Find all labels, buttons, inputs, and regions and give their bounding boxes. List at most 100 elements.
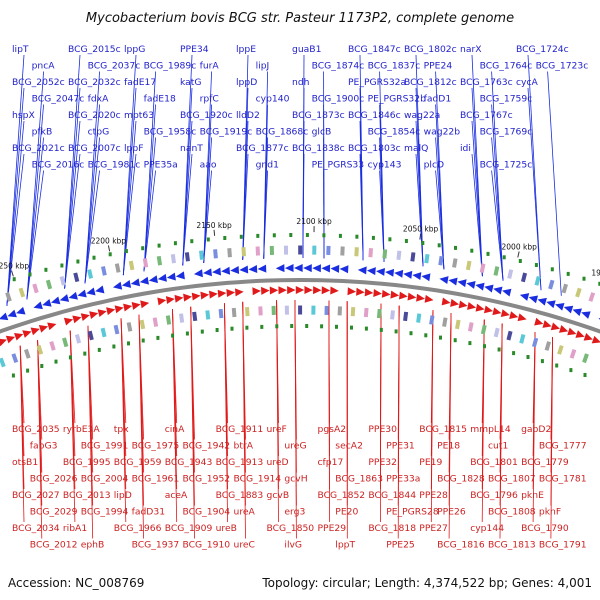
feature-band	[452, 258, 458, 268]
forward-gene-label: BCG_2047c	[32, 94, 85, 105]
label-leader-line	[430, 310, 434, 523]
forward-strand-genes	[0, 264, 600, 321]
label-leader-line	[6, 54, 25, 306]
forward-gene-arrow	[0, 312, 9, 321]
reverse-gene-label: ribA1	[63, 523, 87, 534]
label-leader-line	[143, 104, 156, 272]
reverse-gene-label: cut1	[488, 441, 508, 452]
feature-band	[184, 252, 190, 262]
forward-gene-label: aao	[200, 160, 217, 171]
forward-gene-arrow	[394, 269, 404, 278]
reverse-gene-label: cyp144	[470, 523, 504, 534]
forward-gene-label: PPE34	[180, 44, 209, 55]
reverse-gene-label: gcvH	[284, 474, 307, 485]
label-leader-line	[481, 319, 485, 523]
forward-gene-label: pfkB	[32, 127, 53, 138]
feature-band	[11, 353, 19, 364]
reverse-gene-label: aceA	[165, 490, 188, 501]
forward-gene-label: BCG_2052c	[12, 77, 65, 88]
forward-gene-label: PE_PGRS32a	[348, 77, 406, 88]
label-leader-line	[6, 87, 25, 306]
feature-band	[416, 313, 422, 323]
forward-gene-label: BCG_1989c	[144, 61, 197, 72]
forward-gene-label: BCG_1763c	[460, 77, 513, 88]
forward-gene-label: BCG_1764c	[480, 61, 533, 72]
minor-tick	[486, 251, 490, 256]
feature-band	[312, 245, 317, 255]
feature-band	[231, 307, 237, 318]
reverse-gene-label: PPE33a	[386, 474, 420, 485]
feature-band	[424, 253, 430, 264]
minor-tick	[215, 328, 219, 332]
minor-tick	[421, 241, 425, 245]
label-leader-line	[64, 87, 81, 289]
reverse-gene-label: ureF	[267, 424, 287, 435]
feature-band	[114, 263, 121, 273]
reverse-gene-arrow	[483, 305, 494, 314]
feature-band	[23, 348, 31, 359]
reverse-gene-label: BCG_1818	[368, 523, 416, 534]
minor-tick	[190, 239, 194, 244]
reverse-gene-arrow	[534, 317, 544, 326]
label-leader-line	[64, 54, 81, 289]
forward-gene-label: PPE24	[424, 61, 453, 72]
forward-gene-label: lppE	[236, 44, 256, 55]
reverse-gene-arrow	[517, 313, 527, 322]
forward-gene-label: lppF	[124, 143, 144, 154]
forward-gene-arrow	[412, 272, 422, 281]
forward-gene-label: rpfC	[200, 94, 219, 105]
reverse-gene-arrow	[261, 286, 270, 295]
forward-gene-label: BCG_2032c	[68, 77, 121, 88]
label-leader-line	[242, 153, 249, 260]
minor-tick	[338, 233, 342, 238]
forward-gene-arrow	[33, 301, 43, 310]
scale-tick-label: 2250 kbp	[0, 262, 29, 271]
feature-band	[73, 272, 80, 283]
label-leader-line	[415, 153, 424, 267]
minor-tick	[290, 324, 294, 328]
reverse-gene-label: BCG_1995	[63, 457, 111, 468]
forward-gene-arrow	[466, 280, 476, 289]
reverse-gene-arrow	[575, 330, 585, 338]
reverse-gene-label: pknF	[539, 507, 561, 518]
reverse-gene-label: fadD31	[132, 507, 165, 518]
forward-gene-label: lppG	[124, 44, 145, 55]
label-leader-line	[263, 170, 268, 259]
reverse-gene-label: PPE31	[386, 441, 415, 452]
label-leader-line	[69, 330, 76, 523]
forward-gene-label: BCG_1838c	[292, 143, 345, 154]
scale-tick-label: 2150 kbp	[196, 221, 232, 230]
reverse-gene-labels: BCG_2035fabG3otsB1BCG_2026BCG_2027BCG_20…	[12, 424, 587, 551]
feature-band	[311, 305, 316, 315]
reverse-gene-label: BCG_1904	[183, 507, 231, 518]
minor-tick	[502, 255, 506, 260]
forward-gene-arrow	[537, 297, 547, 306]
forward-gene-arrow	[16, 306, 26, 315]
scale-tick-mark	[419, 233, 422, 240]
forward-gene-label: BCG_1919c	[200, 127, 253, 138]
forward-gene-arrow	[475, 282, 485, 291]
feature-band	[376, 308, 382, 319]
feature-band	[520, 272, 528, 283]
forward-gene-label: BCG_1759c	[480, 94, 533, 105]
reverse-gene-label: otsB1	[12, 457, 38, 468]
feature-band	[582, 353, 589, 364]
reverse-gene-arrow	[313, 286, 322, 295]
minor-tick	[223, 236, 227, 240]
reverse-gene-label: ryrbE3A	[63, 424, 100, 435]
minor-tick	[526, 355, 530, 359]
minor-tick	[388, 237, 392, 242]
minor-tick	[468, 341, 472, 346]
minor-tick	[44, 267, 48, 272]
feature-band	[438, 255, 444, 266]
forward-gene-arrow	[421, 273, 431, 282]
reverse-gene-label: PPE29	[318, 523, 347, 534]
scale-tick-label: 2000 kbp	[502, 243, 538, 252]
forward-gene-label: BCG_2037c	[88, 61, 141, 72]
forward-gene-label: hspX	[12, 110, 35, 121]
feature-band	[100, 327, 107, 338]
minor-tick	[305, 324, 309, 328]
label-leader-line	[64, 120, 81, 289]
feature-band	[142, 258, 149, 268]
feature-band	[5, 291, 12, 302]
